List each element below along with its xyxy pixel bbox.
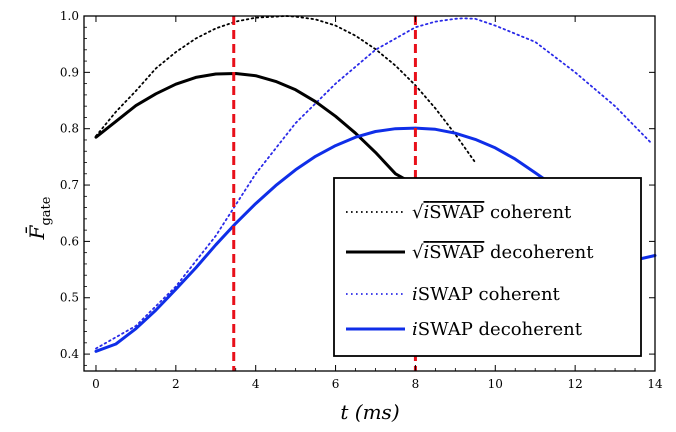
series-line-3	[95, 17, 652, 350]
legend-entry-4: iSWAP decoherent	[346, 319, 583, 340]
y-tick-label: 0.8	[60, 122, 79, 136]
y-tick-label: 0.4	[60, 347, 79, 361]
series-line-2	[94, 72, 425, 191]
legend-entry-3: iSWAP coherent	[346, 284, 561, 305]
y-tick-label: 0.7	[60, 178, 79, 192]
y-axis-title: F̄gate	[24, 196, 54, 240]
x-tick-label: 4	[252, 377, 260, 391]
x-tick-label: 14	[647, 377, 663, 391]
series-layer	[94, 15, 657, 353]
legend: √iSWAP coherent √iSWAP decoherent iSWAP co…	[333, 177, 642, 357]
y-axis-title-sub: gate	[39, 196, 54, 225]
legend-entries: √iSWAP coherent √iSWAP decoherent iSWAP co…	[346, 202, 594, 340]
plot-frame	[83, 15, 656, 372]
x-tick-label: 8	[412, 377, 420, 391]
legend-label: √iSWAP coherent	[412, 202, 572, 223]
x-axis-title-unit: (ms)	[355, 400, 400, 424]
svg-text:F̄gate: F̄gate	[24, 196, 54, 240]
series-line-4	[94, 126, 657, 353]
x-axis-title: t (ms)	[340, 400, 399, 424]
x-axis-title-var: t	[340, 400, 349, 424]
legend-label: √iSWAP decoherent	[412, 242, 594, 263]
x-tick-label: 6	[332, 377, 340, 391]
y-axis-title-base: F̄	[24, 224, 49, 240]
legend-label: iSWAP decoherent	[412, 319, 583, 340]
legend-entry-2: √iSWAP decoherent	[346, 242, 594, 263]
x-tick-label: 12	[567, 377, 582, 391]
legend-label: iSWAP coherent	[412, 284, 561, 305]
legend-entry-1: √iSWAP coherent	[346, 202, 572, 223]
tick-layer: 0 2 4 6 8 10 12 14 0.4 0.5 0.6 0.7 0.8 0.9 1.0	[60, 9, 663, 391]
y-tick-label: 0.9	[60, 65, 79, 79]
plot-area: 0 2 4 6 8 10 12 14 0.4 0.5 0.6 0.7 0.8 0.9 1.0	[60, 9, 663, 391]
x-tick-label: 2	[172, 377, 180, 391]
y-tick-label: 1.0	[60, 9, 79, 23]
legend-box	[333, 177, 642, 357]
series-line-1	[95, 15, 477, 164]
x-tick-label: 10	[488, 377, 503, 391]
x-tick-label: 0	[92, 377, 100, 391]
y-tick-label: 0.5	[60, 291, 79, 305]
y-tick-label: 0.6	[60, 234, 79, 248]
